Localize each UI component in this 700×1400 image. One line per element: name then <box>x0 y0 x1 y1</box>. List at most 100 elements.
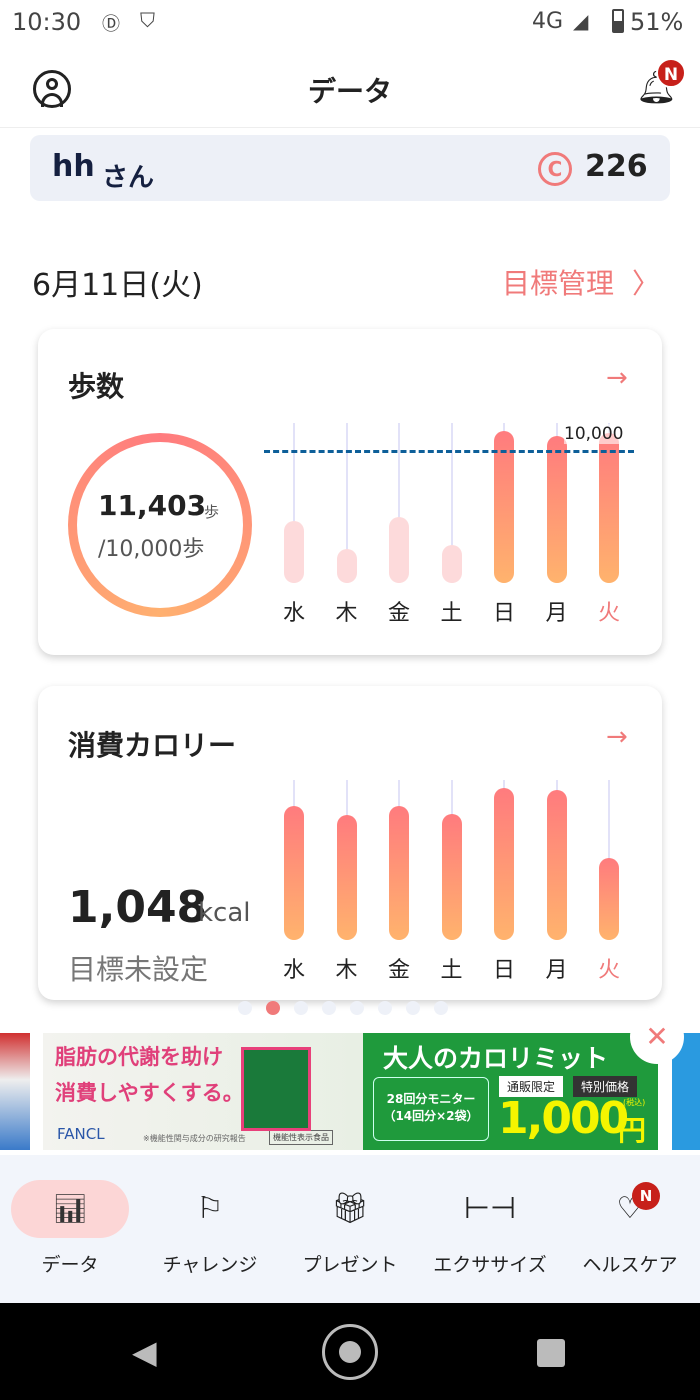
status-time: 10:30 <box>12 8 82 36</box>
bar-日[interactable] <box>494 431 514 583</box>
flag-icon: ⚐ <box>196 1191 224 1226</box>
ad-product-image <box>241 1047 311 1131</box>
pager-dot[interactable] <box>350 1001 364 1015</box>
profile-icon[interactable] <box>33 70 71 108</box>
heart-plus-icon: ♡ <box>616 1191 644 1226</box>
steps-value: 11,403 <box>98 489 207 522</box>
calories-week-chart: 水木金土日月火 <box>264 776 634 986</box>
ad-badge: 機能性表示食品 <box>269 1130 333 1145</box>
data-saver-icon: Ⓓ <box>102 14 120 35</box>
calories-title: 消費カロリー <box>68 729 237 762</box>
ad-line2: 消費しやすくする。 <box>55 1081 244 1105</box>
ad-tax: (税込) <box>623 1098 646 1107</box>
target-line <box>264 450 634 454</box>
nav-item-present[interactable]: 🎁︎ プレゼント <box>280 1180 420 1277</box>
ad-prev-banner[interactable] <box>0 1033 30 1150</box>
bar-水[interactable] <box>284 520 304 583</box>
dumbbell-icon: ⊢⊣ <box>463 1191 517 1226</box>
network-type: 4G <box>532 9 564 34</box>
day-label: 木 <box>335 958 358 983</box>
points-value: 226 <box>585 149 648 184</box>
steps-unit: 歩 <box>204 503 220 521</box>
nav-label: チャレンジ <box>162 1254 258 1276</box>
day-label: 水 <box>282 601 305 626</box>
steps-card[interactable]: 歩数 → 11,403 歩 /10,000歩 水 木 金 土 日 月 火 10,000 <box>38 329 662 655</box>
pager-dot[interactable] <box>322 1001 336 1015</box>
ad-line1: 脂肪の代謝を助け <box>55 1045 223 1069</box>
bar-track <box>398 423 400 583</box>
ad-brand: FANCL <box>57 1125 105 1143</box>
chevron-right-icon: 〉 <box>632 267 661 300</box>
bar-木[interactable] <box>336 815 357 940</box>
calories-card[interactable]: 消費カロリー → 1,048 kcal 目標未設定 水 木 金 土 日 月 火 <box>38 686 662 1000</box>
bar-火[interactable] <box>599 858 619 940</box>
user-banner: hh さん C 226 <box>30 135 670 201</box>
date-label: 6月11日(火) <box>32 268 203 303</box>
bar-track <box>450 423 453 583</box>
nav-item-challenge[interactable]: ⚐ チャレンジ <box>140 1180 280 1277</box>
ad-monitor1: 28回分モニター <box>386 1092 476 1106</box>
pager-dot[interactable] <box>294 1001 308 1015</box>
home-icon[interactable] <box>322 1324 378 1380</box>
coin-icon: C <box>538 152 572 186</box>
bar-日[interactable] <box>494 788 514 940</box>
day-label: 木 <box>335 601 358 626</box>
pager-dot[interactable] <box>266 1001 280 1015</box>
notification-badge: N <box>656 58 686 88</box>
nav-item-data[interactable]: 📊︎ データ <box>0 1180 140 1277</box>
battery-icon <box>612 9 624 33</box>
bar-金[interactable] <box>389 517 409 583</box>
bar-track <box>345 423 348 583</box>
pager-dot[interactable] <box>434 1001 448 1015</box>
recents-icon[interactable] <box>537 1339 565 1367</box>
steps-title: 歩数 <box>68 370 125 403</box>
ad-note: ※機能性関与成分の研究報告 <box>143 1134 246 1143</box>
bar-金[interactable] <box>389 805 409 940</box>
day-label: 火 <box>597 958 620 983</box>
bar-月[interactable] <box>546 435 567 583</box>
back-icon[interactable]: ◀ <box>132 1333 157 1371</box>
system-nav-bar: ◀ <box>0 1303 700 1400</box>
goal-management-link[interactable]: 目標管理〉 <box>502 262 660 302</box>
ad-close-icon[interactable]: ✕ <box>630 1010 684 1064</box>
status-bar: 10:30 Ⓓ ⛉ 4G ◢ 51% <box>0 0 700 48</box>
ad-price: 1,000 <box>498 1093 629 1144</box>
nav-label: データ <box>41 1254 99 1276</box>
bar-木[interactable] <box>336 549 357 583</box>
app-header: データ 🔔︎ N <box>0 48 700 128</box>
bottom-nav: 📊︎ データ ⚐ チャレンジ 🎁︎ プレゼント ⊢⊣ エクササイズ ♡ ヘルスケ… <box>0 1155 700 1303</box>
gift-icon: 🎁︎ <box>330 1191 370 1226</box>
target-label: 10,000 <box>564 424 624 445</box>
day-label: 土 <box>440 601 463 626</box>
carousel-pager[interactable] <box>238 1001 448 1015</box>
pager-dot[interactable] <box>406 1001 420 1015</box>
shield-icon: ⛉ <box>140 8 155 32</box>
nav-item-healthcare[interactable]: ♡ ヘルスケア N <box>560 1180 700 1277</box>
goal-link-label: 目標管理 <box>502 267 615 300</box>
pager-dot[interactable] <box>238 1001 252 1015</box>
pager-dot[interactable] <box>378 1001 392 1015</box>
day-label: 月 <box>545 601 568 626</box>
day-label: 金 <box>387 601 410 626</box>
bar-track <box>293 423 295 583</box>
bar-土[interactable] <box>441 813 462 940</box>
calories-unit: kcal <box>198 898 251 928</box>
calories-goal: 目標未設定 <box>68 953 209 986</box>
bar-水[interactable] <box>284 805 304 940</box>
bar-土[interactable] <box>441 544 462 583</box>
bar-火[interactable] <box>599 432 619 583</box>
bar-月[interactable] <box>546 789 567 940</box>
arrow-right-icon[interactable]: → <box>606 722 628 752</box>
ad-banner[interactable]: 脂肪の代謝を助け 消費しやすくする。 FANCL ※機能性関与成分の研究報告 機… <box>43 1033 658 1150</box>
ad-tag1: 通販限定 <box>499 1076 564 1097</box>
page-title: データ <box>307 75 392 108</box>
ad-monitor: 28回分モニター （14回分×2袋） <box>373 1077 489 1141</box>
day-label: 火 <box>597 601 620 626</box>
nav-label: エクササイズ <box>433 1254 547 1276</box>
chart-icon: 📊︎ <box>11 1180 129 1238</box>
ad-product: 大人のカロリミット <box>383 1044 609 1073</box>
arrow-right-icon[interactable]: → <box>606 363 628 393</box>
ad-monitor2: （14回分×2袋） <box>383 1109 479 1123</box>
battery-level: 51% <box>630 8 684 36</box>
nav-item-exercise[interactable]: ⊢⊣ エクササイズ <box>420 1180 560 1277</box>
